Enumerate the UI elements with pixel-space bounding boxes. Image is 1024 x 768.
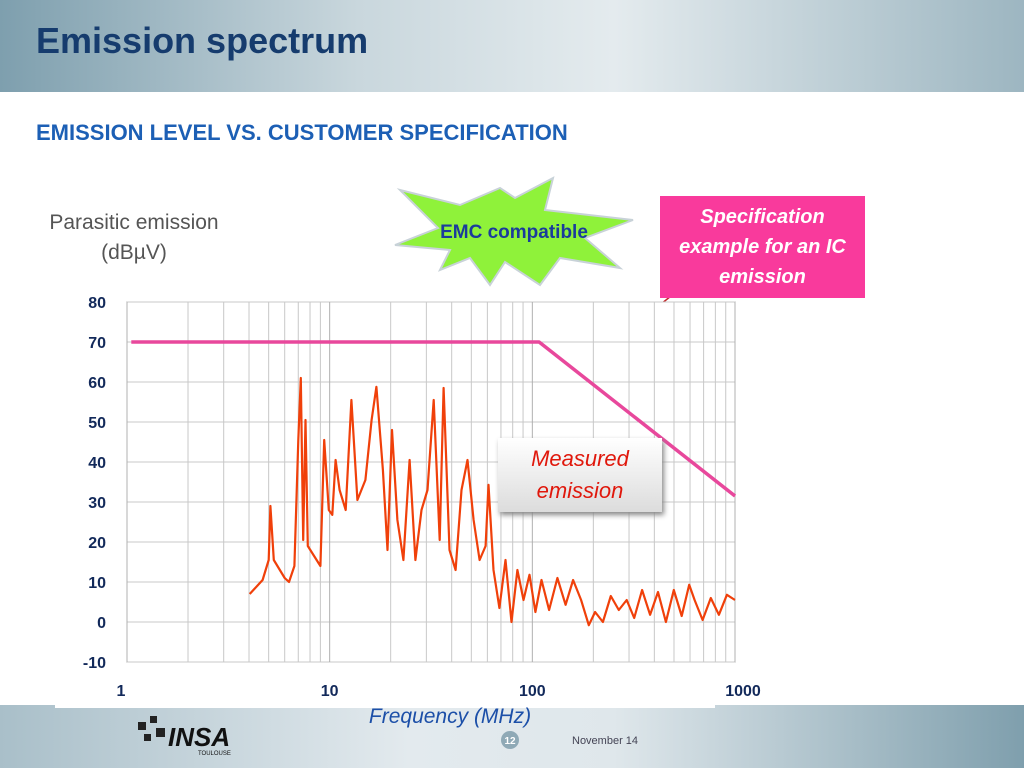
logo: INSA TOULOUSE bbox=[138, 716, 231, 757]
spec-callout: Specification example for an IC emission bbox=[660, 196, 865, 298]
slide-subtitle: EMISSION LEVEL VS. CUSTOMER SPECIFICATIO… bbox=[36, 120, 568, 145]
badge-text: EMC compatible bbox=[440, 222, 588, 243]
measured-callout: Measured emission bbox=[498, 438, 662, 512]
x-tick-label: 1000 bbox=[725, 683, 761, 700]
y-tick-label: -10 bbox=[83, 655, 106, 672]
y-tick-label: 60 bbox=[88, 375, 106, 392]
slide-title: Emission spectrum bbox=[36, 20, 369, 61]
series-line bbox=[131, 340, 737, 498]
page-badge bbox=[501, 731, 519, 749]
y-tick-label: 80 bbox=[88, 295, 106, 312]
y-tick-label: 50 bbox=[88, 415, 106, 432]
logo-text: INSA bbox=[168, 722, 230, 752]
series-line bbox=[248, 376, 736, 627]
x-tick-label: 1 bbox=[117, 683, 126, 700]
y-tick-label: 30 bbox=[88, 495, 106, 512]
badge-star bbox=[394, 176, 634, 287]
x-axis-label: Frequency (MHz) bbox=[368, 705, 532, 728]
y-tick-label: 40 bbox=[88, 455, 106, 472]
x-tick-label: 10 bbox=[321, 683, 339, 700]
header-band bbox=[0, 0, 1024, 92]
logo-subtext: TOULOUSE bbox=[198, 751, 231, 757]
x-tick-label: 100 bbox=[519, 683, 546, 700]
y-tick-label: 20 bbox=[88, 535, 106, 552]
y-tick-label: 10 bbox=[88, 575, 106, 592]
y-tick-label: 0 bbox=[97, 615, 106, 632]
y-axis-label: Parasitic emission (dBµV) bbox=[49, 211, 219, 264]
y-tick-label: 70 bbox=[88, 335, 106, 352]
page-number: 12 bbox=[504, 736, 516, 747]
footer-date: November 14 bbox=[572, 735, 638, 747]
